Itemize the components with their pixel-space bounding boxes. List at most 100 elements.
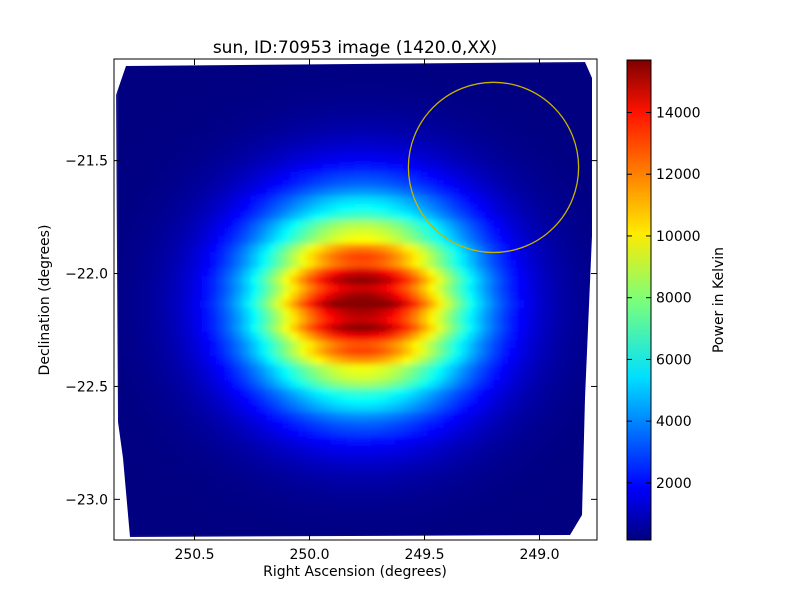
heatmap-cell [177, 427, 188, 437]
heatmap-cell [451, 531, 461, 537]
heatmap-cell [161, 306, 171, 317]
heatmap-cell [274, 194, 284, 204]
heatmap-cell [242, 427, 252, 437]
heatmap-cell [548, 194, 558, 204]
heatmap-cell [499, 74, 510, 84]
heatmap-cell [515, 306, 526, 317]
heatmap-cell [540, 210, 550, 220]
heatmap-cell [435, 202, 445, 212]
heatmap-cell [137, 403, 147, 413]
heatmap-cell [129, 274, 139, 285]
heatmap-cell [459, 515, 469, 525]
heatmap-cell [274, 178, 284, 188]
heatmap-cell [322, 290, 332, 301]
heatmap-cell [250, 322, 260, 333]
heatmap-cell [290, 395, 300, 405]
heatmap-cell [532, 306, 542, 317]
heatmap-cell [572, 451, 582, 461]
heatmap-cell [427, 194, 437, 204]
heatmap-cell [572, 138, 582, 148]
heatmap-cell [330, 66, 340, 76]
heatmap-cell [330, 98, 340, 108]
heatmap-cell [258, 467, 268, 477]
heatmap-cell [153, 90, 163, 100]
heatmap-cell [137, 314, 147, 325]
heatmap-cell [572, 114, 582, 124]
heatmap-cell [540, 347, 550, 357]
heatmap-cell [169, 154, 179, 164]
heatmap-cell [362, 186, 373, 196]
heatmap-cell [362, 154, 373, 164]
heatmap-cell [218, 467, 228, 477]
heatmap-cell [314, 387, 324, 397]
heatmap-cell [218, 507, 228, 517]
heatmap-cell [507, 387, 518, 397]
heatmap-cell [467, 178, 477, 188]
heatmap-cell [201, 314, 212, 325]
heatmap-cell [314, 515, 324, 525]
heatmap-cell [411, 419, 421, 429]
heatmap-cell [564, 186, 574, 196]
heatmap-cell [177, 282, 188, 293]
heatmap-cell [411, 106, 421, 116]
heatmap-cell [459, 491, 469, 501]
heatmap-cell [274, 330, 284, 341]
heatmap-cell [306, 298, 316, 309]
heatmap-cell [379, 379, 389, 389]
heatmap-cell [234, 218, 244, 228]
heatmap-cell [282, 82, 292, 92]
heatmap-cell [362, 379, 373, 389]
heatmap-cell [354, 62, 365, 68]
heatmap-cell [137, 234, 147, 244]
heatmap-cell [322, 218, 332, 228]
heatmap-cell [121, 363, 131, 373]
heatmap-cell [395, 451, 405, 461]
heatmap-cell [177, 387, 188, 397]
heatmap-cell [201, 114, 212, 124]
heatmap-cell [435, 443, 445, 453]
heatmap-cell [274, 210, 284, 220]
heatmap-cell [145, 194, 155, 204]
heatmap-cell [362, 250, 373, 261]
heatmap-cell [258, 330, 268, 341]
heatmap-cell [419, 130, 429, 140]
heatmap-cell [564, 130, 574, 140]
heatmap-cell [411, 499, 421, 509]
heatmap-cell [507, 451, 518, 461]
heatmap-cell [354, 499, 365, 509]
heatmap-cell [499, 459, 510, 469]
heatmap-cell [435, 242, 445, 252]
heatmap-cell [177, 306, 188, 317]
heatmap-cell [282, 66, 292, 76]
heatmap-cell [379, 427, 389, 437]
heatmap-cell [548, 379, 558, 389]
heatmap-cell [274, 363, 284, 373]
heatmap-cell [411, 266, 421, 277]
heatmap-cell [491, 130, 501, 140]
heatmap-cell [274, 499, 284, 509]
heatmap-cell [427, 162, 437, 172]
heatmap-cell [330, 170, 340, 180]
heatmap-cell [346, 250, 357, 261]
heatmap-cell [499, 242, 510, 252]
heatmap-cell [330, 210, 340, 220]
heatmap-cell [330, 467, 340, 477]
heatmap-cell [354, 379, 365, 389]
heatmap-cell [282, 162, 292, 172]
heatmap-cell [129, 210, 139, 220]
heatmap-cell [290, 515, 300, 525]
heatmap-cell [507, 475, 518, 485]
heatmap-cell [218, 178, 228, 188]
heatmap-cell [322, 138, 332, 148]
heatmap-cell [298, 427, 308, 437]
heatmap-cell [556, 194, 566, 204]
heatmap-cell [556, 403, 566, 413]
heatmap-cell [226, 178, 236, 188]
heatmap-cell [274, 258, 284, 269]
heatmap-cell [475, 178, 485, 188]
heatmap-cell [532, 138, 542, 148]
heatmap-cell [564, 330, 574, 341]
heatmap-cell [306, 98, 316, 108]
heatmap-cell [507, 194, 518, 204]
heatmap-cell [346, 122, 357, 132]
